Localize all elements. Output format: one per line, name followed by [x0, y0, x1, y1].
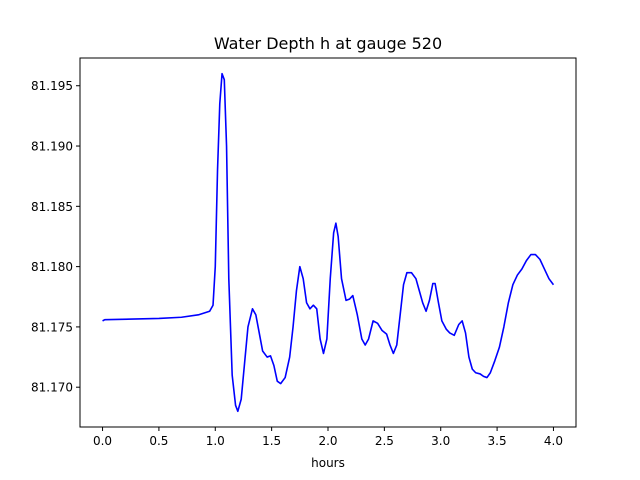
- x-tick-label: 0.5: [149, 434, 168, 448]
- plot-area: [102, 72, 555, 413]
- x-tick-label: 2.5: [375, 434, 394, 448]
- plot-frame: [79, 57, 577, 428]
- y-tick-label: 81.185: [31, 200, 73, 214]
- chart-title: Water Depth h at gauge 520: [214, 34, 442, 53]
- series-line: [102, 72, 555, 413]
- x-tick-label: 2.0: [318, 434, 337, 448]
- y-tick-label: 81.180: [31, 260, 73, 274]
- y-tick-label: 81.190: [31, 140, 73, 154]
- x-tick-label: 1.5: [262, 434, 281, 448]
- x-tick-label: 1.0: [206, 434, 225, 448]
- x-tick-label: 4.0: [544, 434, 563, 448]
- y-tick-label: 81.175: [31, 320, 73, 334]
- y-tick-label: 81.195: [31, 79, 73, 93]
- x-tick-label: 0.0: [93, 434, 112, 448]
- x-tick-label: 3.0: [431, 434, 450, 448]
- x-axis-label: hours: [311, 456, 345, 470]
- y-tick-label: 81.170: [31, 381, 73, 395]
- y-axis: 81.170 81.175 81.180 81.185 81.190 81.195: [31, 79, 80, 395]
- x-tick-label: 3.5: [488, 434, 507, 448]
- x-axis: 0.0 0.5 1.0 1.5 2.0 2.5 3.0 3.5 4.0: [93, 427, 563, 448]
